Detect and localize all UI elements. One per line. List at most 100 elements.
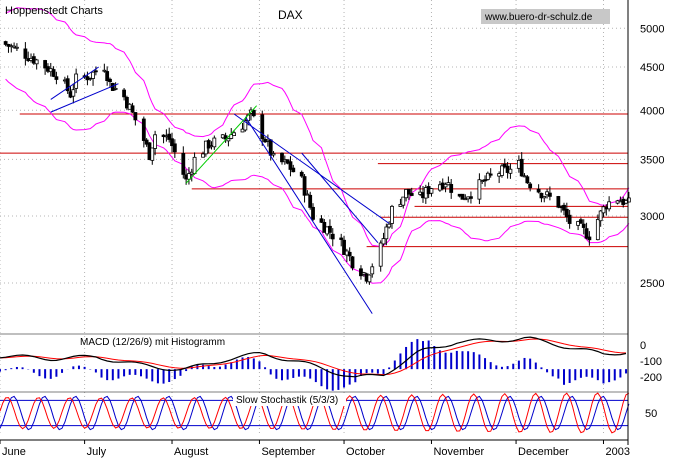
candle-body — [562, 204, 566, 211]
candle-body — [144, 139, 149, 145]
candle-body — [536, 188, 541, 193]
macd-signal-line — [0, 338, 627, 376]
candle-body — [384, 226, 389, 240]
candle-body — [579, 219, 583, 224]
candle-body — [443, 183, 448, 188]
trend-line — [233, 113, 390, 224]
candle-body — [268, 139, 273, 156]
candle-body — [339, 237, 344, 240]
y-tick-label: 3500 — [640, 154, 664, 166]
candle-body — [305, 193, 310, 196]
candle-body — [108, 78, 112, 83]
candle-body — [130, 105, 135, 113]
candle-body — [187, 173, 191, 180]
trend-line — [50, 66, 99, 100]
candle-body — [3, 41, 8, 45]
candle-body — [170, 138, 174, 147]
candle-body — [91, 71, 95, 79]
candle-body — [370, 266, 375, 275]
candle-body — [460, 193, 465, 200]
candle-body — [105, 71, 110, 81]
candle-body — [406, 188, 411, 195]
candle-body — [288, 161, 293, 170]
stoch-title: Slow Stochastik (5/3/3) — [236, 395, 338, 406]
candle-body — [153, 134, 158, 149]
candle-body — [483, 179, 487, 182]
candle-body — [387, 223, 392, 228]
candle-body — [299, 171, 304, 177]
candle-body — [607, 201, 612, 210]
candle-body — [291, 167, 296, 173]
candle-body — [150, 147, 155, 161]
candle-body — [556, 196, 561, 208]
candle-body — [429, 188, 434, 194]
y-tick-label: 5000 — [640, 23, 664, 35]
candle-body — [330, 233, 335, 240]
candle-body — [229, 134, 234, 139]
chart-title: DAX — [278, 8, 303, 22]
candle-body — [469, 196, 473, 199]
candle-body — [311, 206, 315, 220]
candle-body — [34, 59, 39, 65]
candle-body — [51, 69, 56, 77]
candle-body — [446, 182, 451, 186]
candle-body — [548, 192, 552, 197]
candle-body — [102, 69, 107, 72]
x-tick-label: October — [346, 446, 385, 458]
candle-body — [485, 172, 490, 180]
x-tick-label: December — [518, 446, 569, 458]
macd-tick-label: 0 — [640, 340, 646, 352]
candle-body — [54, 76, 59, 80]
stoch-tick-label: 50 — [645, 408, 657, 420]
candle-body — [381, 238, 386, 245]
macd-title: MACD (12/26/9) mit Histogramm — [80, 337, 225, 348]
macd-line — [0, 336, 627, 378]
publisher-label: Hoppenstedt Charts — [5, 5, 103, 17]
candle-body — [581, 223, 586, 228]
candle-body — [390, 205, 394, 224]
candle-body — [347, 251, 352, 257]
candle-body — [409, 193, 414, 196]
candle-body — [328, 225, 332, 233]
candle-body — [122, 89, 126, 98]
candle-body — [206, 140, 211, 149]
candle-body — [167, 133, 172, 140]
candle-body — [319, 218, 324, 223]
macd-tick-label: -200 — [640, 372, 662, 384]
candle-body — [584, 228, 589, 239]
candle-body — [125, 96, 129, 109]
x-tick-label: September — [261, 446, 315, 458]
candle-body — [243, 120, 248, 131]
x-tick-label: November — [433, 446, 484, 458]
candle-body — [522, 175, 527, 178]
candle-body — [587, 236, 592, 241]
candle-body — [260, 114, 265, 140]
green-trend-line — [185, 105, 257, 184]
x-tick-label: August — [174, 446, 208, 458]
candle-body — [43, 60, 48, 69]
bollinger-upper — [5, 7, 630, 248]
candle-body — [598, 210, 603, 222]
candle-body — [226, 138, 231, 142]
trend-line — [244, 116, 373, 314]
trend-line — [301, 152, 379, 244]
macd-tick-label: -100 — [640, 356, 662, 368]
candle-body — [567, 214, 572, 224]
candle-body — [542, 196, 547, 199]
candle-body — [232, 132, 236, 136]
x-tick-label: July — [87, 446, 107, 458]
candle-body — [342, 239, 346, 255]
candle-body — [449, 184, 454, 193]
candle-body — [350, 256, 355, 269]
candle-body — [367, 274, 372, 283]
website-link[interactable]: www.buero-dr-schulz.de — [484, 12, 593, 23]
candle-body — [71, 89, 76, 97]
y-tick-label: 3000 — [640, 211, 664, 223]
candle-body — [302, 176, 307, 196]
x-tick-label: 2003 — [605, 446, 629, 458]
candle-body — [500, 165, 504, 176]
candle-body — [502, 163, 507, 168]
candle-body — [626, 197, 631, 203]
candle-body — [93, 70, 98, 73]
candle-body — [477, 179, 482, 200]
